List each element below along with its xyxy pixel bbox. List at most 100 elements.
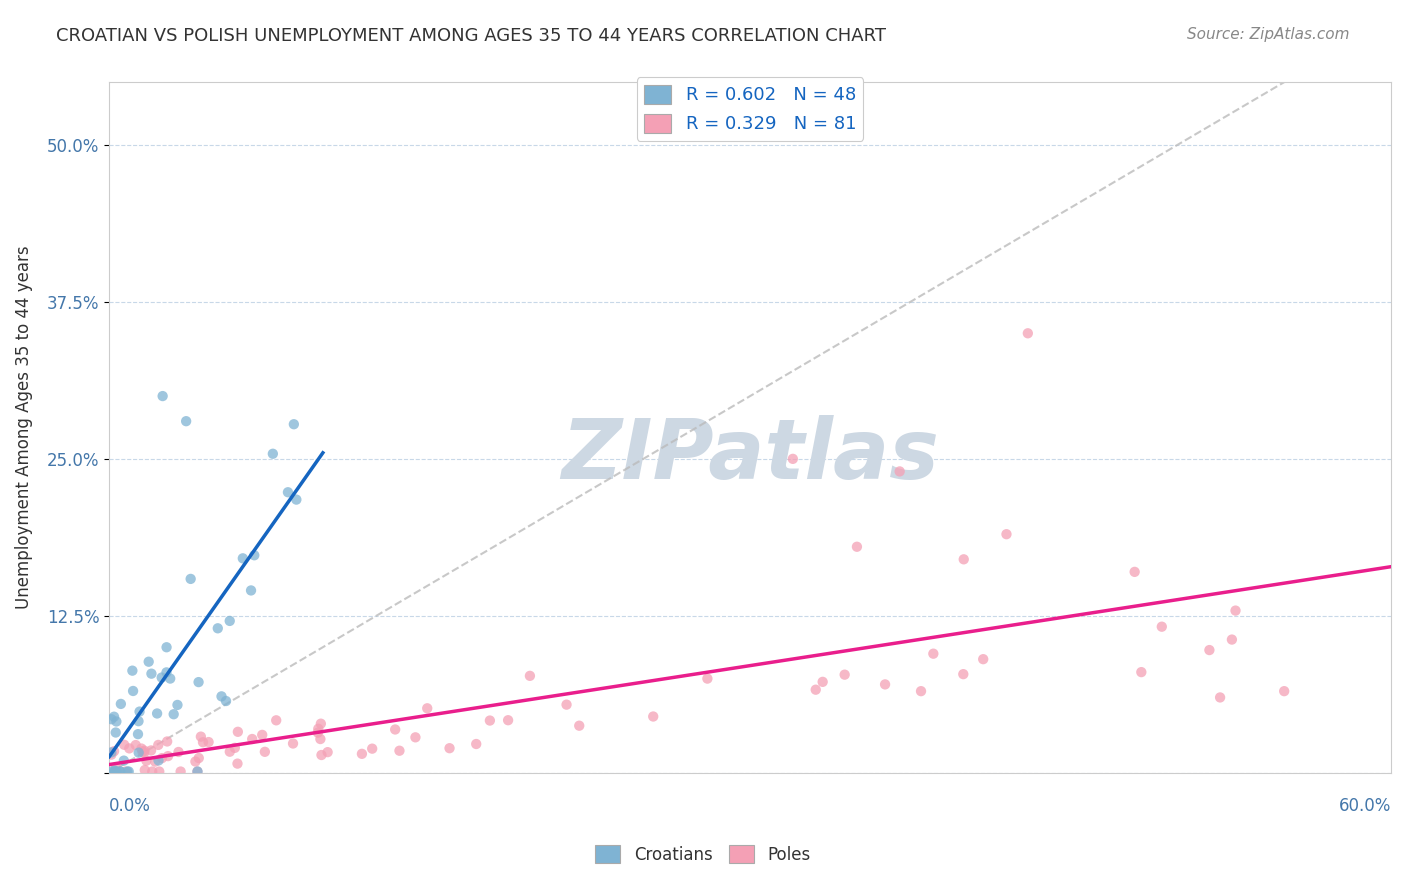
Point [519,669,541,683]
Point [110,697,132,711]
Point [191,735,214,749]
Text: Source: ZipAtlas.com: Source: ZipAtlas.com [1187,27,1350,42]
Point [187,751,209,765]
Point [218,745,240,759]
Point [1130,665,1153,680]
Point [100,764,122,779]
Point [131,741,153,756]
Point [159,672,181,686]
Point [134,763,156,777]
Point [478,714,501,728]
Point [1272,684,1295,698]
Point [240,731,263,746]
Point [281,737,304,751]
Point [150,671,173,685]
Point [1220,632,1243,647]
Point [224,740,246,755]
Point [134,744,156,758]
Point [253,745,276,759]
Point [952,552,974,566]
Point [148,754,170,768]
Point [104,764,127,779]
Point [186,764,208,779]
Point [100,745,122,759]
Point [696,672,718,686]
Point [135,754,157,768]
Point [568,719,591,733]
Point [277,485,299,500]
Point [555,698,578,712]
Point [465,737,488,751]
Point [226,756,249,771]
Point [167,745,190,759]
Point [910,684,932,698]
Point [811,674,834,689]
Text: 60.0%: 60.0% [1339,797,1391,814]
Point [146,706,169,721]
Point [1209,690,1232,705]
Point [100,712,122,726]
Point [416,701,439,715]
Text: ZIPatlas: ZIPatlas [561,415,939,496]
Point [889,464,911,478]
Text: 0.0%: 0.0% [110,797,150,814]
Text: CROATIAN VS POLISH UNEMPLOYMENT AMONG AGES 35 TO 44 YEARS CORRELATION CHART: CROATIAN VS POLISH UNEMPLOYMENT AMONG AG… [56,27,886,45]
Point [112,738,135,752]
Point [143,755,166,769]
Point [139,743,162,757]
Point [226,724,249,739]
Point [100,747,122,762]
Point [439,741,461,756]
Legend: R = 0.602   N = 48, R = 0.329   N = 81: R = 0.602 N = 48, R = 0.329 N = 81 [637,78,863,141]
Point [1198,643,1220,657]
Point [187,675,209,690]
Point [128,746,150,760]
Point [110,764,132,779]
Point [834,667,856,681]
Point [128,705,150,719]
Point [1123,565,1146,579]
Point [264,714,287,728]
Point [211,690,233,704]
Point [122,684,145,698]
Point [169,764,191,779]
Point [285,492,308,507]
Point [104,725,127,739]
Point [845,540,868,554]
Point [148,764,170,779]
Point [350,747,373,761]
Point [141,764,163,779]
Point [283,417,305,432]
Point [972,652,994,666]
Point [131,745,153,759]
Point [103,744,125,758]
Point [404,731,426,745]
Point [232,551,254,566]
Point [309,716,332,731]
Point [197,735,219,749]
Point [155,665,177,680]
Point [166,698,188,712]
Point [1150,620,1173,634]
Point [952,667,974,681]
Point [117,764,139,779]
Point [155,640,177,655]
Point [103,709,125,723]
Point [118,764,141,779]
Point [174,414,197,428]
Point [132,746,155,760]
Point [262,447,284,461]
Point [105,761,128,775]
Point [105,714,128,729]
Point [643,709,665,723]
Point [127,727,149,741]
Point [110,764,132,779]
Point [804,682,827,697]
Point [190,730,212,744]
Point [243,548,266,562]
Point [311,747,333,762]
Point [361,741,384,756]
Point [114,764,136,779]
Point [250,728,273,742]
Point [148,738,170,752]
